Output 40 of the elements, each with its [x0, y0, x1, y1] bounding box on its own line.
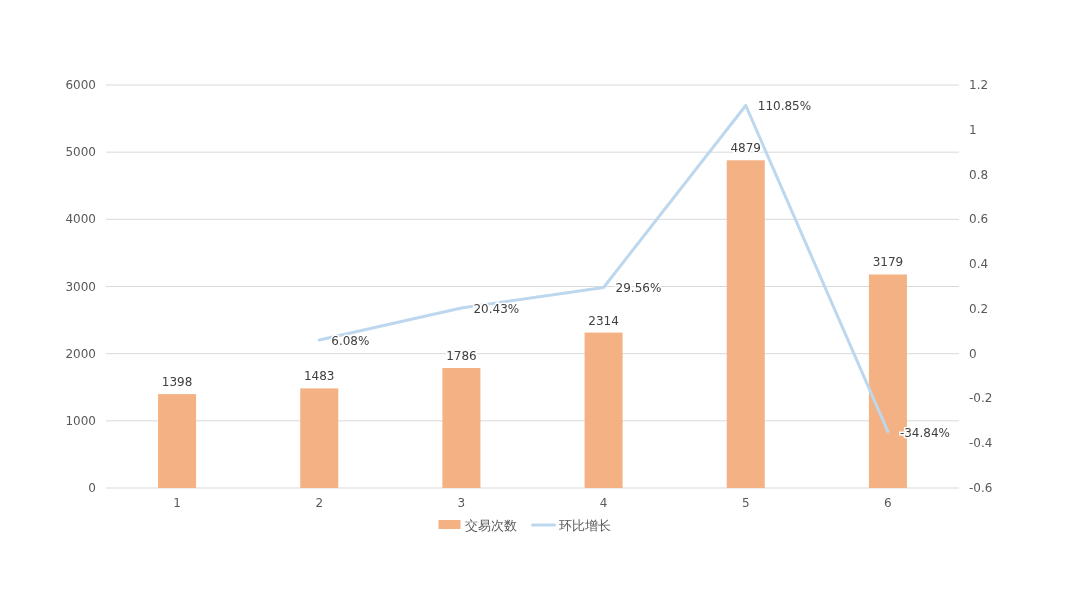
y2-tick-label: 1 [969, 122, 977, 137]
data-label: 1786 [446, 349, 477, 364]
data-label: 1483 [303, 369, 335, 384]
bar [300, 388, 339, 488]
y-tick-label: 4000 [65, 212, 96, 227]
data-label: 110.85% [757, 99, 812, 114]
bar [158, 394, 197, 488]
y-tick-label: 5000 [65, 145, 96, 160]
bar [726, 160, 765, 488]
x-tick-label: 6 [884, 496, 892, 510]
y-tick-label: 3000 [65, 279, 96, 294]
x-tick-label: 1 [173, 496, 181, 510]
y2-tick-label: 0.8 [969, 167, 989, 182]
y2-tick-label: 0.6 [969, 212, 989, 227]
y-tick-label: 6000 [65, 78, 96, 92]
x-tick-label: 2 [315, 496, 324, 510]
y2-tick-label: 1.2 [969, 78, 989, 92]
y2-tick-label: -0.4 [969, 436, 993, 451]
y2-tick-label: 0.4 [969, 257, 989, 272]
y2-tick-label: 0 [969, 346, 977, 361]
y2-tick-label: -0.6 [969, 481, 993, 495]
bar [584, 332, 623, 488]
legend-label: 环比增长 [558, 518, 611, 533]
legend-label: 交易次数 [464, 518, 517, 533]
data-label: 2314 [588, 313, 619, 328]
y2-tick-label: 0.2 [969, 301, 989, 316]
y-tick-label: 2000 [65, 346, 96, 361]
data-label: 29.56% [615, 281, 662, 296]
y-tick-label: 0 [88, 481, 96, 495]
bar [442, 368, 481, 488]
x-tick-label: 3 [457, 496, 466, 510]
data-label: 20.43% [473, 301, 520, 316]
data-label: 3179 [872, 255, 904, 270]
x-tick-label: 5 [741, 496, 750, 510]
data-label: 1398 [161, 375, 193, 390]
data-label: 4879 [730, 141, 762, 156]
data-label: 6.08% [331, 334, 370, 349]
y-tick-label: 1000 [65, 413, 96, 428]
y2-tick-label: -0.2 [969, 391, 993, 406]
x-tick-label: 4 [599, 496, 608, 510]
